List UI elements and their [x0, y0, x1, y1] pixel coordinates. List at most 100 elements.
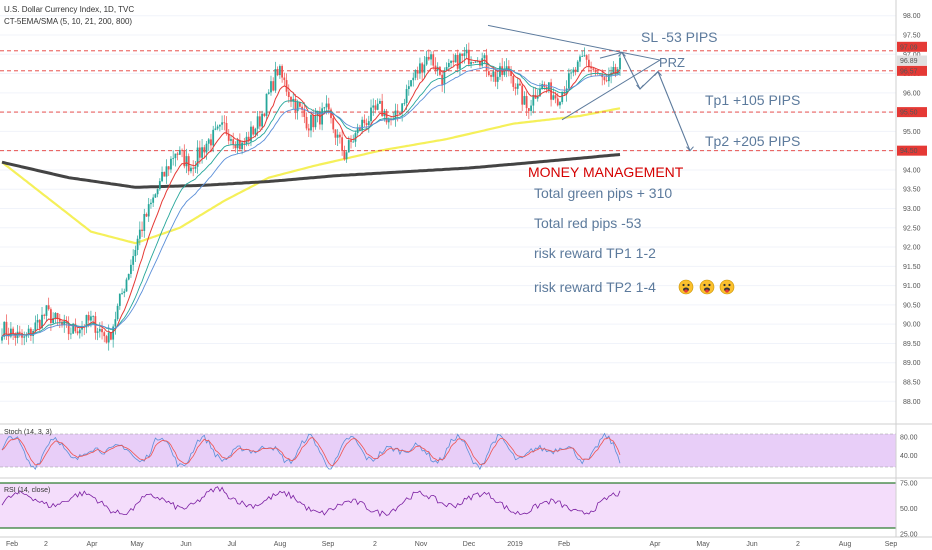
candle	[276, 69, 279, 76]
candle	[554, 95, 557, 99]
price-tick-label: 90.50	[903, 302, 921, 309]
candle	[241, 142, 243, 150]
candle	[407, 86, 410, 90]
candle	[1, 336, 3, 341]
candle	[72, 323, 75, 334]
candle	[479, 61, 481, 66]
candle	[316, 111, 319, 117]
candle	[121, 293, 123, 294]
candle	[103, 332, 106, 337]
candle	[141, 229, 143, 231]
candle	[270, 81, 272, 93]
candle	[359, 127, 361, 131]
candle	[536, 96, 539, 99]
tongue-face-icon	[719, 279, 735, 295]
time-tick-label: Sep	[322, 541, 335, 548]
price-tick-label: 88.50	[903, 380, 921, 387]
candle	[114, 319, 117, 327]
candle	[459, 53, 461, 69]
candle	[450, 60, 452, 63]
candle	[521, 85, 524, 105]
candle	[185, 156, 188, 167]
candle	[167, 166, 170, 170]
rsi-tick-label: 75.00	[900, 481, 918, 488]
candle	[356, 127, 359, 134]
candle	[290, 96, 292, 102]
candle	[50, 309, 52, 324]
candle	[227, 133, 230, 141]
candle	[203, 147, 206, 153]
candle	[447, 62, 450, 67]
price-tag	[897, 145, 927, 156]
candle	[334, 129, 337, 138]
candle	[107, 332, 110, 343]
candle	[210, 139, 212, 146]
candle	[54, 312, 57, 319]
drawings	[487, 24, 694, 152]
candle	[190, 167, 192, 172]
candle	[539, 89, 541, 97]
sma-800-line	[1, 153, 621, 189]
candle	[385, 110, 388, 123]
candle	[605, 80, 608, 82]
candle	[445, 66, 448, 71]
candle	[272, 81, 275, 91]
candle	[3, 321, 6, 337]
candle	[421, 63, 424, 73]
candle	[367, 121, 370, 126]
arrow-head	[636, 84, 644, 90]
candle	[514, 86, 517, 89]
candle	[118, 293, 121, 306]
candle	[581, 56, 584, 57]
candle	[47, 305, 50, 310]
candle	[194, 166, 197, 169]
candle	[612, 67, 615, 73]
candle	[619, 57, 621, 70]
price-tick-label: 88.00	[903, 399, 921, 406]
candle	[74, 323, 77, 332]
candle	[192, 167, 195, 169]
candle	[174, 153, 177, 159]
candle	[341, 137, 344, 151]
candle	[374, 105, 377, 110]
candle	[161, 171, 163, 182]
candle	[110, 332, 112, 340]
candle	[463, 53, 466, 56]
candle	[416, 70, 419, 74]
candle	[432, 54, 435, 66]
candle	[532, 94, 535, 106]
candle	[541, 84, 544, 90]
money-management-title: MONEY MANAGEMENT	[528, 164, 684, 180]
price-tag	[897, 65, 927, 76]
candle	[574, 69, 577, 73]
candle	[56, 312, 59, 319]
candle	[501, 66, 504, 75]
candle	[576, 61, 579, 73]
candle	[34, 322, 37, 331]
ema-21-line	[1, 66, 621, 338]
price-tick-label: 98.00	[903, 13, 921, 20]
price-tag-label: 96.89	[900, 58, 918, 65]
candle	[494, 71, 497, 82]
price-levels	[0, 50, 896, 152]
candle	[205, 143, 208, 153]
time-tick-label: 2	[373, 541, 377, 548]
candle	[467, 49, 470, 65]
candle	[307, 128, 310, 131]
candle	[565, 88, 568, 95]
candle	[294, 98, 297, 112]
candle	[405, 89, 408, 103]
candle	[234, 144, 237, 149]
candle	[472, 62, 475, 63]
candle	[561, 91, 564, 103]
emoji-group	[678, 279, 735, 295]
candle	[454, 54, 457, 63]
candle	[487, 71, 490, 76]
time-axis[interactable]: Feb 2 Apr May Jun Jul Aug Sep 2 Nov Dec 2019 Feb Apr M…	[6, 541, 897, 548]
candle	[465, 49, 468, 54]
stoch-tick-label: 80.00	[900, 435, 918, 442]
price-tick-label: 92.00	[903, 245, 921, 252]
candle	[474, 61, 477, 63]
candle	[87, 315, 90, 321]
